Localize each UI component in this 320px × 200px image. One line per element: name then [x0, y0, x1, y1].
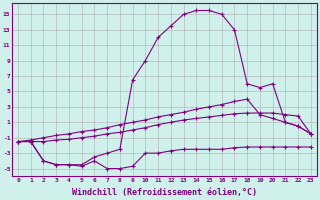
- X-axis label: Windchill (Refroidissement éolien,°C): Windchill (Refroidissement éolien,°C): [72, 188, 257, 197]
